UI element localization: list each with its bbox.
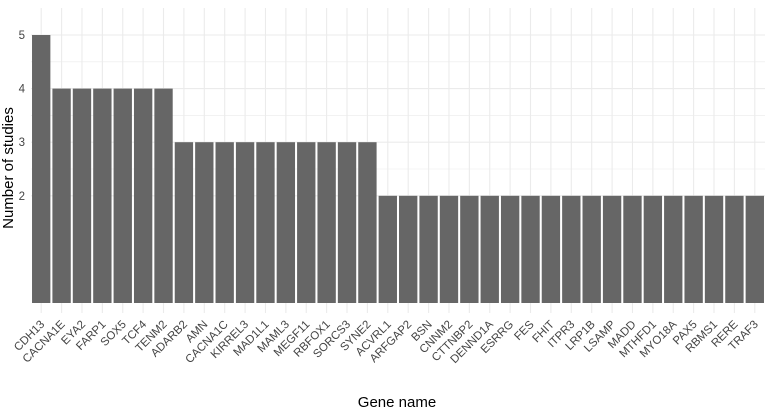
bar-cttnbp2: [460, 195, 479, 303]
bar-acvrl1: [378, 195, 397, 303]
bar-fhit: [541, 195, 561, 303]
bar-mthfd1: [643, 195, 663, 303]
x-axis-title: Gene name: [358, 394, 436, 411]
bars: [32, 35, 764, 303]
bar-farp1: [93, 88, 112, 303]
bar-rbfox1: [317, 142, 336, 303]
y-axis-ticks: 2 3 4 5: [19, 30, 26, 203]
bar-megf11: [297, 142, 316, 303]
bar-cacna1e: [52, 88, 71, 303]
bar-tcf4: [133, 88, 153, 303]
bar-sorcs3: [337, 142, 357, 303]
bar-tenm2: [154, 88, 173, 303]
bar-cdh13: [32, 35, 51, 303]
bar-lsamp: [602, 195, 622, 303]
bar-rere: [725, 195, 744, 303]
bar-lrp1b: [582, 195, 601, 303]
bar-cacna1c: [215, 142, 234, 303]
y-tick-label: 3: [19, 137, 25, 149]
bar-madd: [623, 195, 642, 303]
bar-traf3: [745, 195, 764, 303]
y-axis-title: Number of studies: [0, 107, 17, 229]
bar-dennd1a: [480, 195, 499, 303]
bar-syne2: [358, 142, 377, 303]
bar-fes: [521, 195, 540, 303]
bar-arfgap2: [399, 195, 418, 303]
y-tick-label: 2: [19, 191, 25, 203]
bar-cnnm2: [439, 195, 459, 303]
bar-itpr3: [562, 195, 581, 303]
bar-eya2: [72, 88, 92, 303]
bar-pax5: [684, 195, 703, 303]
bar-sox5: [113, 88, 132, 303]
bar-esrrg: [500, 195, 520, 303]
bar-kirrel3: [235, 142, 255, 303]
bar-maml3: [276, 142, 296, 303]
x-axis-ticks: CDH13CACNA1EEYA2FARP1SOX5TCF4TENM2ADARB2…: [12, 318, 761, 366]
bar-mad1l1: [256, 142, 275, 303]
y-tick-label: 4: [19, 84, 26, 96]
y-tick-label: 5: [19, 30, 25, 42]
bar-amn: [195, 142, 214, 303]
bar-rbms1: [704, 195, 724, 303]
bar-bsn: [419, 195, 438, 303]
bar-myo18a: [664, 195, 683, 303]
bar-adarb2: [174, 142, 194, 303]
